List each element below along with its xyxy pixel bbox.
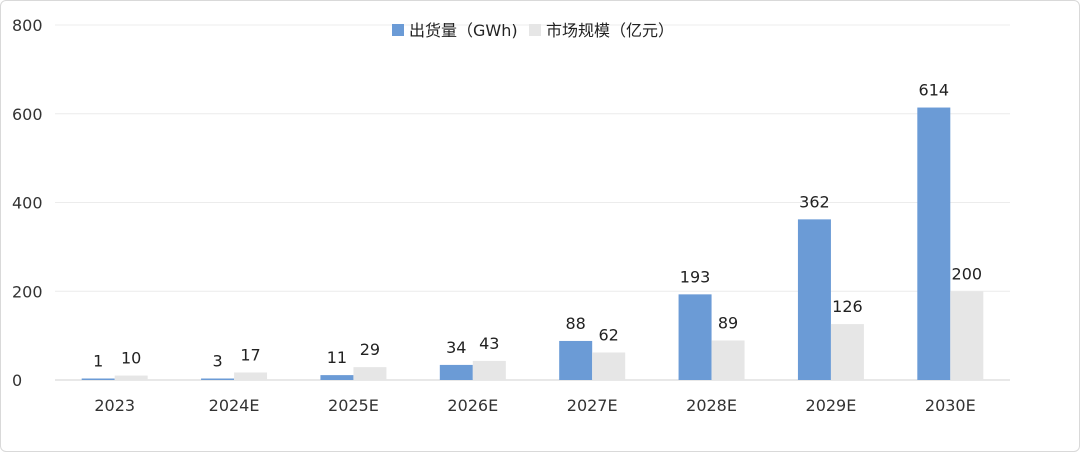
x-tick-label: 2027E bbox=[567, 396, 618, 415]
y-axis: 0 200 400 600 800 bbox=[12, 16, 43, 390]
bar-market-size bbox=[950, 291, 984, 380]
x-axis: 2023 2024E 2025E 2026E 2027E 2028E 2029E 2030E bbox=[94, 396, 975, 415]
x-tick-label: 2023 bbox=[94, 396, 135, 415]
bar-market-size bbox=[711, 340, 745, 380]
bar-shipment bbox=[439, 364, 473, 380]
legend-label-shipment: 出货量（GWh) bbox=[409, 21, 518, 40]
x-tick-label: 2029E bbox=[806, 396, 857, 415]
bar-market-size bbox=[234, 372, 268, 380]
bar-shipment bbox=[559, 340, 593, 380]
data-label: 1 bbox=[93, 352, 103, 371]
y-tick-label: 600 bbox=[12, 105, 43, 124]
y-tick-label: 0 bbox=[12, 371, 22, 390]
bar-shipment bbox=[797, 219, 831, 380]
legend-label-market-size: 市场规模（亿元） bbox=[546, 21, 674, 40]
x-tick-label: 2024E bbox=[209, 396, 260, 415]
bar-market-size bbox=[114, 375, 148, 380]
legend: 出货量（GWh) 市场规模（亿元） bbox=[392, 21, 674, 40]
bar-shipment bbox=[917, 107, 951, 380]
data-label: 62 bbox=[599, 325, 619, 344]
data-label: 3 bbox=[212, 352, 222, 371]
y-tick-label: 800 bbox=[12, 16, 43, 35]
data-label: 614 bbox=[919, 81, 950, 100]
data-label: 10 bbox=[121, 349, 141, 368]
bar-shipment bbox=[678, 294, 712, 380]
data-label: 88 bbox=[566, 314, 586, 333]
y-tick-label: 400 bbox=[12, 194, 43, 213]
x-tick-label: 2025E bbox=[328, 396, 379, 415]
data-label: 193 bbox=[680, 267, 711, 286]
bars bbox=[81, 107, 984, 380]
legend-swatch-shipment bbox=[392, 24, 404, 36]
data-label: 29 bbox=[360, 340, 380, 359]
y-tick-label: 200 bbox=[12, 282, 43, 301]
x-tick-label: 2028E bbox=[686, 396, 737, 415]
data-label: 11 bbox=[327, 348, 347, 367]
data-label: 17 bbox=[240, 345, 260, 364]
gridlines bbox=[55, 24, 1010, 381]
data-label: 126 bbox=[832, 297, 863, 316]
data-label: 43 bbox=[479, 334, 499, 353]
data-label: 362 bbox=[799, 192, 830, 211]
data-label: 200 bbox=[952, 264, 983, 283]
bar-shipment bbox=[320, 375, 354, 380]
data-label: 34 bbox=[446, 338, 466, 357]
x-tick-label: 2030E bbox=[925, 396, 976, 415]
data-labels: 1 10 3 17 11 29 34 43 88 62 193 89 362 126 614 200 bbox=[93, 81, 982, 371]
bar-market-size bbox=[472, 360, 506, 380]
legend-swatch-market-size bbox=[529, 24, 541, 36]
bar-market-size bbox=[353, 367, 387, 380]
x-tick-label: 2026E bbox=[447, 396, 498, 415]
bar-shipment bbox=[201, 378, 235, 380]
bar-market-size bbox=[592, 352, 626, 380]
bar-market-size bbox=[830, 324, 864, 380]
data-label: 89 bbox=[718, 314, 738, 333]
bar-shipment bbox=[81, 378, 115, 380]
